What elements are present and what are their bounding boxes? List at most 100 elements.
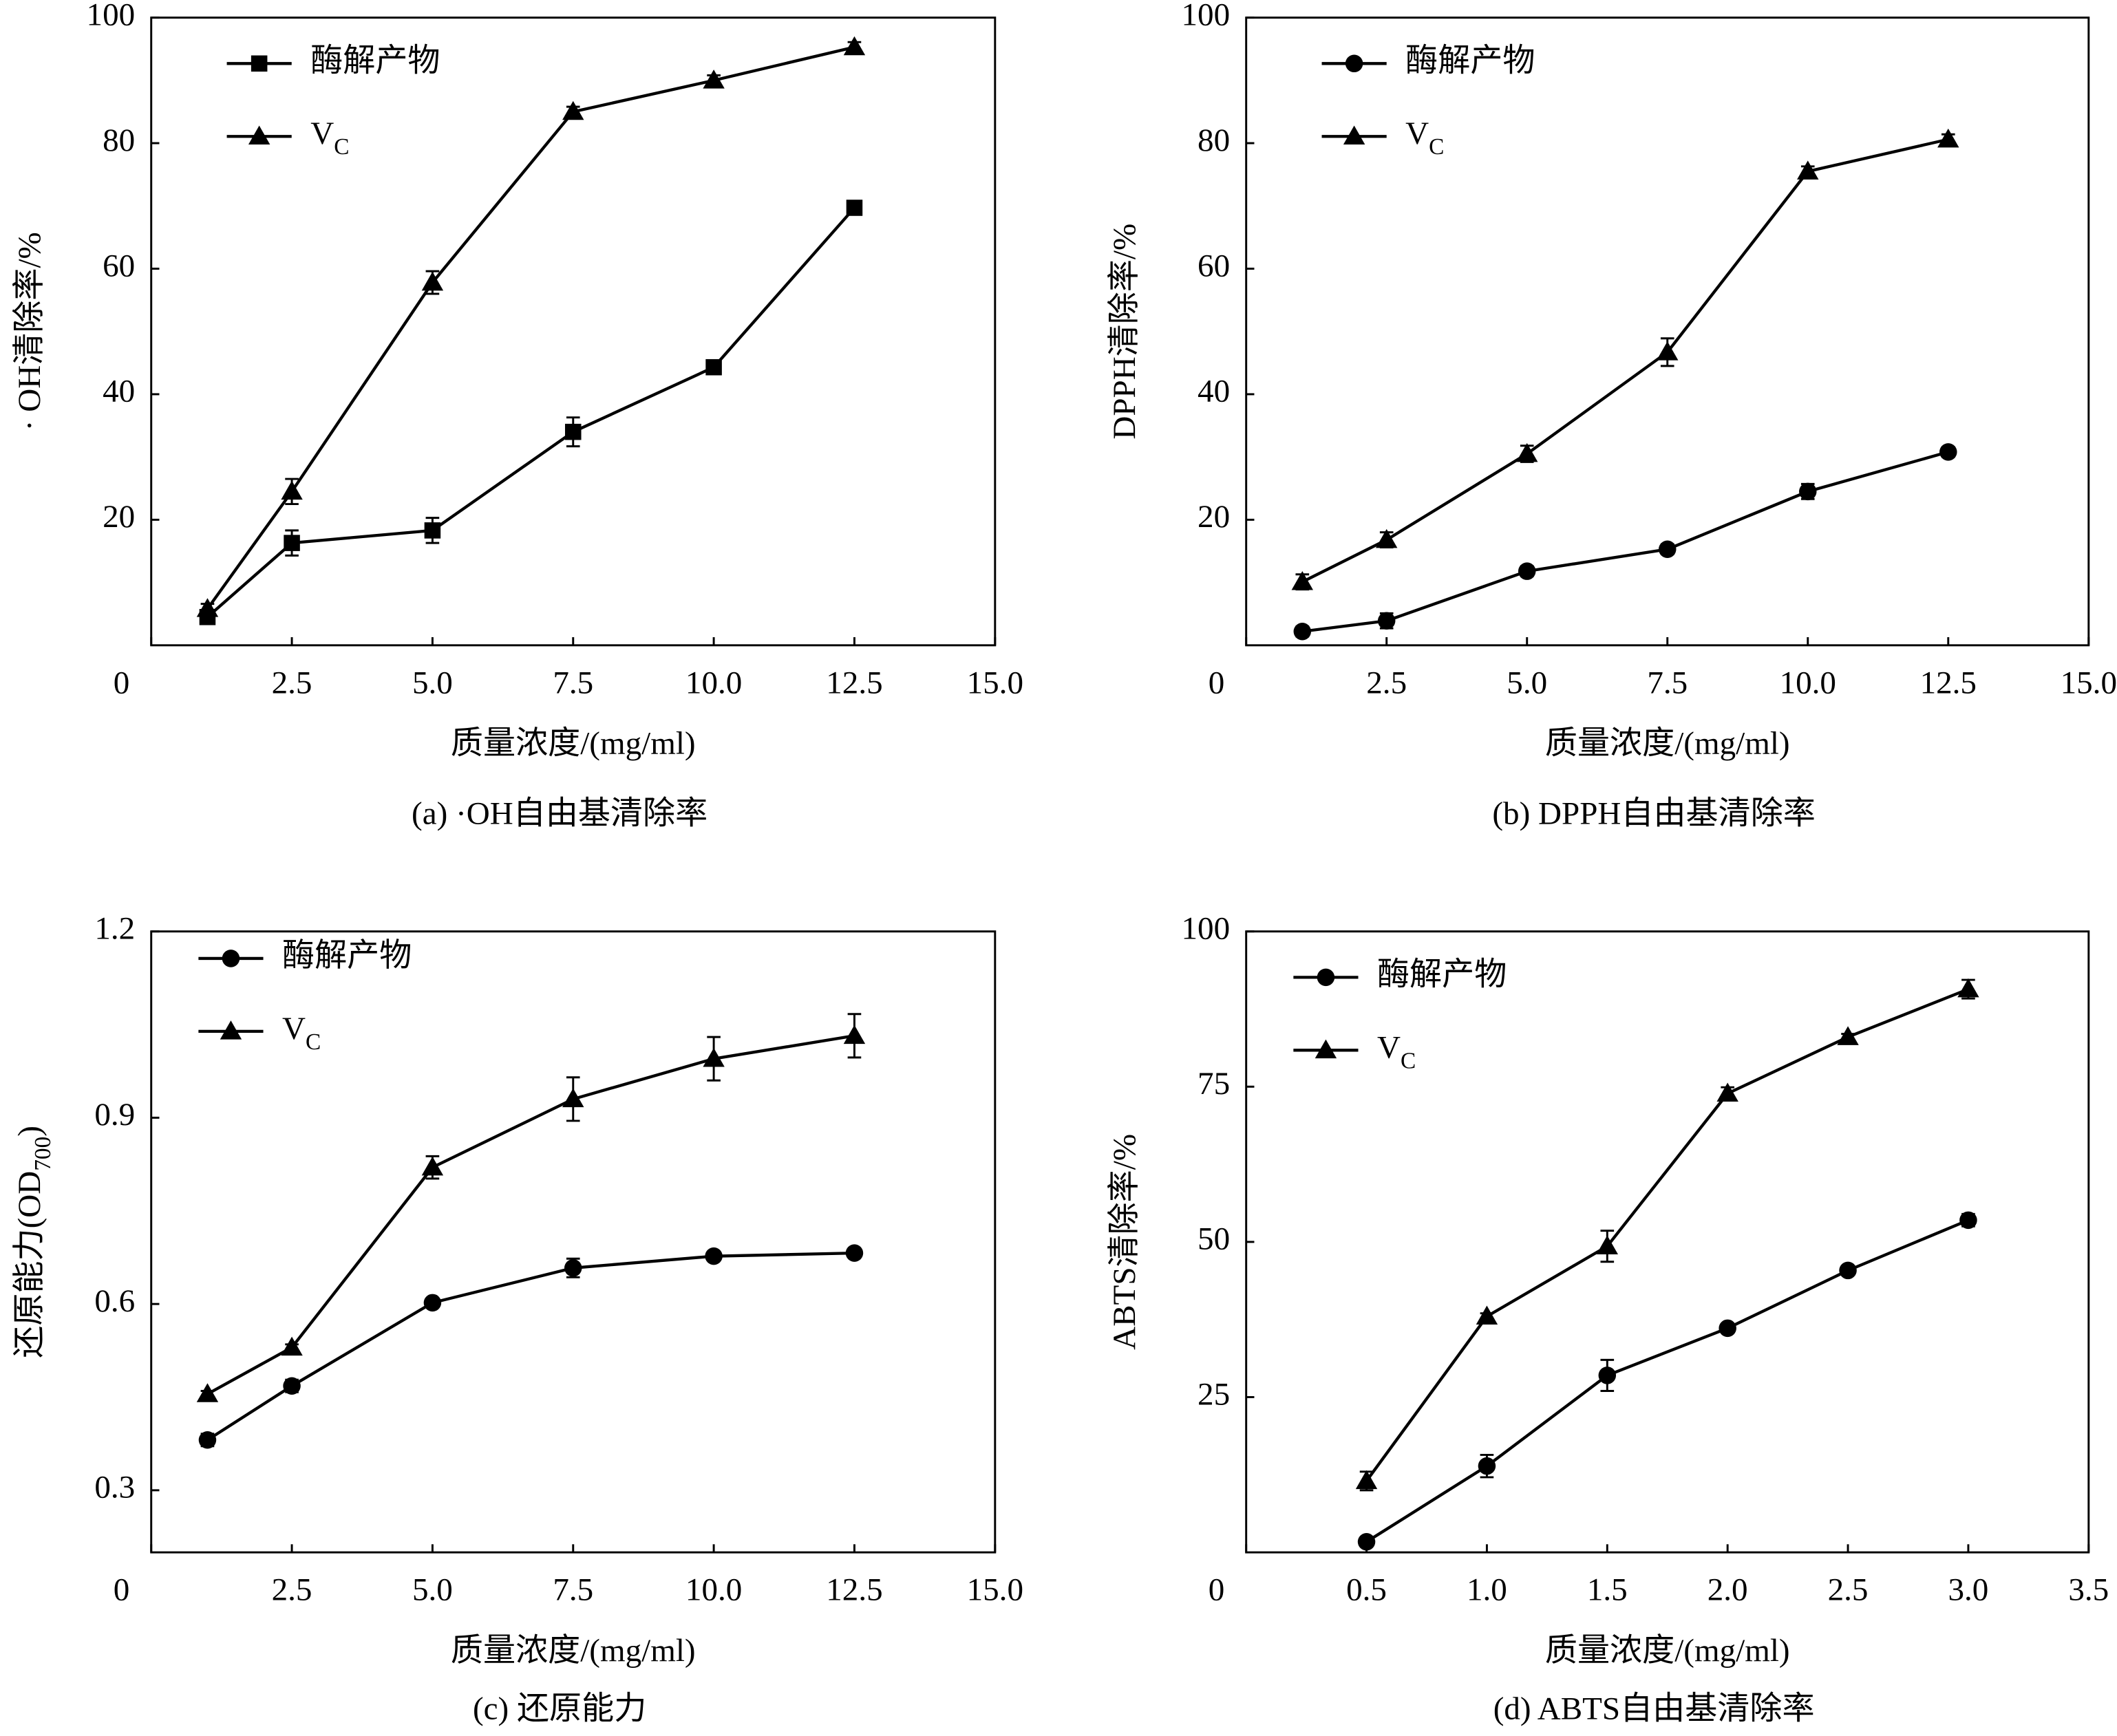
marker <box>421 271 444 291</box>
x-axis-label: 质量浓度/(mg/ml) <box>451 726 696 762</box>
x-tick-label: 3.5 <box>2068 1572 2109 1608</box>
y-axis-label: ABTS清除率/% <box>1107 1134 1142 1350</box>
marker <box>564 423 582 440</box>
x-tick-label: 0 <box>1209 665 1225 700</box>
y-axis-label: DPPH清除率/% <box>1107 224 1142 440</box>
x-axis-label: 质量浓度/(mg/ml) <box>1545 726 1790 762</box>
x-tick-label: 2.0 <box>1708 1572 1748 1608</box>
marker <box>1719 1319 1736 1338</box>
marker <box>281 480 303 500</box>
marker <box>421 1156 444 1176</box>
series-line <box>206 45 855 610</box>
legend-label-part: 酶解产物 <box>1405 43 1535 78</box>
chart-caption: (b) DPPH自由基清除率 <box>1492 796 1815 832</box>
marker <box>1596 1235 1618 1254</box>
legend-label: 酶解产物 <box>310 43 440 78</box>
y-axis-label: · OH清除率/% <box>12 232 47 431</box>
x-tick-label: 7.5 <box>553 1572 593 1608</box>
chart-caption: (d) ABTS自由基清除率 <box>1493 1691 1815 1726</box>
marker <box>222 950 240 967</box>
marker <box>1516 442 1538 462</box>
marker <box>281 1336 303 1356</box>
legend-label: VC <box>310 116 349 160</box>
y-tick-label: 1.2 <box>94 910 135 946</box>
legend-label-part: V <box>1377 1029 1401 1065</box>
y-tick-label: 60 <box>103 248 135 283</box>
legend-label: 酶解产物 <box>282 938 412 974</box>
y-tick-label: 20 <box>103 499 135 535</box>
legend-label-part: 酶解产物 <box>310 43 440 78</box>
x-tick-label: 15.0 <box>967 665 1023 700</box>
marker <box>1478 1457 1496 1475</box>
x-tick-label: 5.0 <box>1507 665 1547 700</box>
chart-caption: (c) 还原能力 <box>473 1691 646 1726</box>
y-tick-label: 50 <box>1198 1221 1230 1257</box>
marker <box>251 55 268 72</box>
x-tick-label: 2.5 <box>272 665 312 700</box>
series-line <box>1301 138 1949 583</box>
marker <box>1799 482 1817 501</box>
x-tick-label: 1.5 <box>1587 1572 1628 1608</box>
marker <box>1377 612 1396 630</box>
plot-frame <box>150 930 997 1554</box>
x-tick-label: 12.5 <box>1920 665 1977 700</box>
marker <box>198 1431 217 1449</box>
marker <box>1345 54 1363 73</box>
marker <box>843 1025 866 1044</box>
legend-label-part: C <box>1401 1048 1416 1073</box>
x-tick-label: 7.5 <box>553 665 593 700</box>
marker <box>705 358 722 376</box>
marker <box>562 100 584 120</box>
series-line <box>1302 450 1949 633</box>
marker <box>1937 128 1959 148</box>
marker <box>1716 1082 1738 1102</box>
marker <box>1957 978 1979 998</box>
x-tick-label: 2.5 <box>1828 1572 1869 1608</box>
marker <box>1355 1470 1378 1490</box>
y-axis-label-part: ) <box>12 1126 47 1137</box>
x-tick-label: 0 <box>114 665 130 700</box>
y-tick-label: 80 <box>1198 122 1230 158</box>
marker <box>1293 622 1312 641</box>
marker <box>1315 1039 1337 1059</box>
marker <box>1518 562 1536 580</box>
marker <box>1317 968 1335 987</box>
marker <box>564 1259 582 1277</box>
marker <box>284 535 300 551</box>
x-tick-label: 7.5 <box>1647 665 1688 700</box>
y-tick-label: 25 <box>1198 1376 1230 1412</box>
y-tick-label: 75 <box>1198 1066 1230 1102</box>
y-tick-label: 20 <box>1198 499 1230 535</box>
marker <box>423 1294 442 1312</box>
legend-label-part: V <box>310 116 334 151</box>
marker <box>220 1020 242 1040</box>
legend-label: VC <box>1405 116 1444 160</box>
x-tick-label: 2.5 <box>1366 665 1407 700</box>
marker <box>845 1244 864 1262</box>
x-tick-label: 5.0 <box>412 665 453 700</box>
marker <box>1291 570 1313 590</box>
x-tick-label: 10.0 <box>1780 665 1836 700</box>
y-tick-label: 80 <box>103 122 135 158</box>
marker <box>196 598 219 617</box>
legend-label-part: C <box>1429 134 1444 160</box>
x-tick-label: 12.5 <box>826 1572 882 1608</box>
y-axis-label-part: · OH清除率/% <box>12 232 47 431</box>
marker <box>562 1088 584 1108</box>
y-axis-label-part: ABTS清除率/% <box>1107 1134 1142 1350</box>
marker <box>703 1047 725 1067</box>
marker <box>705 1247 723 1265</box>
series-line <box>206 1251 855 1442</box>
y-tick-label: 0.9 <box>94 1097 135 1133</box>
x-tick-label: 10.0 <box>685 665 742 700</box>
x-tick-label: 5.0 <box>412 1572 453 1608</box>
chart-caption: (a) ·OH自由基清除率 <box>412 796 708 832</box>
marker <box>846 200 863 216</box>
x-tick-label: 15.0 <box>2061 665 2117 700</box>
x-tick-label: 15.0 <box>967 1572 1023 1608</box>
legend-label: 酶解产物 <box>1405 43 1535 78</box>
legend-label-part: C <box>334 134 349 160</box>
series-line <box>206 206 856 619</box>
